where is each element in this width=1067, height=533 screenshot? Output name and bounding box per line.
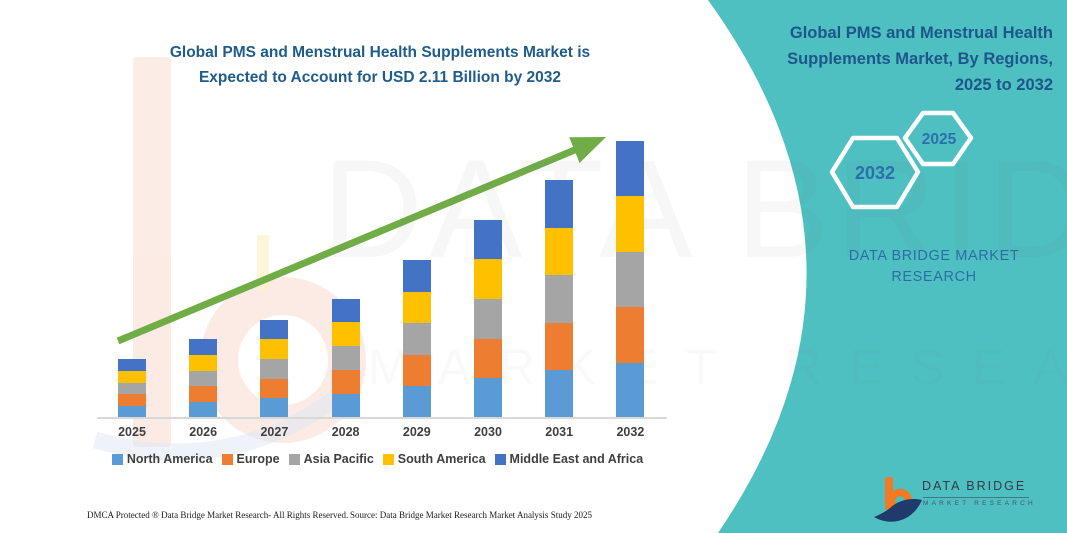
chart-title: Global PMS and Menstrual Health Suppleme… bbox=[169, 44, 591, 86]
legend-swatch-icon bbox=[221, 453, 233, 465]
bar-segment-europe bbox=[189, 386, 218, 403]
logo-divider-line bbox=[923, 496, 1029, 498]
bar-segment-middle-east-and-africa bbox=[616, 141, 645, 197]
stacked-bar-2027 bbox=[260, 319, 289, 418]
bar-segment-south-america bbox=[474, 259, 502, 300]
panel-brand-text: DATA BRIDGE MARKET RESEARCH bbox=[848, 248, 1020, 285]
bar-segment-north-america bbox=[545, 370, 574, 418]
bar-segment-europe bbox=[402, 354, 431, 387]
bar-segment-europe bbox=[118, 394, 146, 407]
bar-segment-asia-pacific bbox=[189, 370, 218, 387]
bar-segment-asia-pacific bbox=[260, 358, 289, 379]
legend-item-south-america: South America bbox=[382, 452, 486, 466]
growth-arrow-icon bbox=[116, 137, 606, 345]
bar-segment-asia-pacific bbox=[616, 251, 645, 308]
bar-segment-south-america bbox=[616, 196, 645, 252]
bar-segment-asia-pacific bbox=[331, 346, 360, 371]
bar-segment-north-america bbox=[616, 362, 645, 418]
logo-title-text: DATA BRIDGE bbox=[922, 479, 1027, 493]
bar-segment-north-america bbox=[402, 386, 431, 418]
stacked-bar-2026 bbox=[189, 339, 218, 418]
bar-segment-asia-pacific bbox=[402, 323, 431, 355]
legend-label: Middle East and Africa bbox=[509, 452, 644, 466]
bar-segment-asia-pacific bbox=[118, 382, 146, 395]
stacked-bar-2028 bbox=[331, 298, 360, 418]
legend-item-middle-east-and-africa: Middle East and Africa bbox=[494, 452, 644, 466]
bar-segment-south-america bbox=[331, 322, 360, 347]
legend-item-north-america: North America bbox=[111, 452, 213, 466]
bar-segment-europe bbox=[545, 322, 574, 371]
footer-source-text: Source: Data Bridge Market Research Mark… bbox=[350, 510, 592, 520]
bar-segment-north-america bbox=[118, 406, 146, 418]
x-axis-label-2030: 2030 bbox=[474, 425, 502, 439]
hexagon-2032-outline bbox=[829, 135, 921, 210]
bar-segment-europe bbox=[331, 370, 360, 395]
legend-swatch-icon bbox=[111, 453, 123, 465]
bar-segment-middle-east-and-africa bbox=[474, 219, 502, 260]
bar-segment-south-america bbox=[402, 291, 431, 324]
bar-segment-middle-east-and-africa bbox=[402, 260, 431, 292]
bar-segment-south-america bbox=[545, 227, 574, 276]
bar-segment-europe bbox=[260, 378, 289, 399]
x-axis-label-2029: 2029 bbox=[402, 425, 431, 439]
bar-segment-asia-pacific bbox=[545, 275, 574, 323]
x-axis-label-2027: 2027 bbox=[260, 425, 289, 439]
x-axis-line bbox=[97, 417, 667, 419]
stacked-bar-2029 bbox=[402, 260, 431, 418]
legend-label: North America bbox=[126, 452, 213, 466]
legend-item-europe: Europe bbox=[221, 452, 280, 466]
bar-segment-north-america bbox=[260, 398, 289, 418]
stacked-bar-2031 bbox=[545, 180, 574, 418]
x-axis-label-2028: 2028 bbox=[331, 425, 360, 439]
bar-segment-middle-east-and-africa bbox=[331, 298, 360, 323]
data-bridge-logo-icon bbox=[874, 477, 922, 522]
stacked-bar-2030 bbox=[474, 219, 502, 418]
bar-segment-south-america bbox=[118, 370, 146, 383]
stacked-bar-2025 bbox=[118, 358, 146, 418]
legend-label: Asia Pacific bbox=[303, 452, 374, 466]
legend-label: Europe bbox=[236, 452, 280, 466]
legend-item-asia-pacific: Asia Pacific bbox=[288, 452, 374, 466]
footer-dmca-text: DMCA Protected ® Data Bridge Market Rese… bbox=[87, 510, 349, 520]
legend-swatch-icon bbox=[382, 453, 394, 465]
hexagon-year-2032: 2032 bbox=[854, 163, 896, 183]
bar-segment-middle-east-and-africa bbox=[189, 339, 218, 355]
bar-segment-north-america bbox=[189, 402, 218, 418]
chart-legend: North America Europe Asia Pacific South Ame… bbox=[85, 452, 670, 466]
bar-segment-north-america bbox=[474, 378, 502, 418]
bar-segment-middle-east-and-africa bbox=[545, 180, 574, 228]
stacked-bar-2032 bbox=[616, 141, 645, 418]
legend-swatch-icon bbox=[494, 453, 506, 465]
x-axis-label-2025: 2025 bbox=[118, 425, 146, 439]
hexagon-2025-outline bbox=[902, 110, 974, 167]
legend-label: South America bbox=[397, 452, 486, 466]
bar-segment-middle-east-and-africa bbox=[260, 319, 289, 340]
bar-segment-middle-east-and-africa bbox=[118, 358, 146, 371]
x-axis-label-2031: 2031 bbox=[545, 425, 574, 439]
bar-segment-asia-pacific bbox=[474, 299, 502, 339]
panel-title: Global PMS and Menstrual Health Suppleme… bbox=[787, 24, 1053, 94]
bar-segment-south-america bbox=[189, 354, 218, 371]
legend-swatch-icon bbox=[288, 453, 300, 465]
teal-panel-shape bbox=[708, 0, 1067, 533]
x-axis-label-2026: 2026 bbox=[189, 425, 218, 439]
bar-segment-europe bbox=[616, 307, 645, 363]
bar-segment-europe bbox=[474, 338, 502, 379]
bar-segment-south-america bbox=[260, 339, 289, 359]
bar-segment-north-america bbox=[331, 394, 360, 418]
x-axis-label-2032: 2032 bbox=[616, 425, 645, 439]
logo-subtitle-text: MARKET RESEARCH bbox=[923, 500, 1036, 507]
hexagon-year-2025: 2025 bbox=[921, 131, 957, 148]
